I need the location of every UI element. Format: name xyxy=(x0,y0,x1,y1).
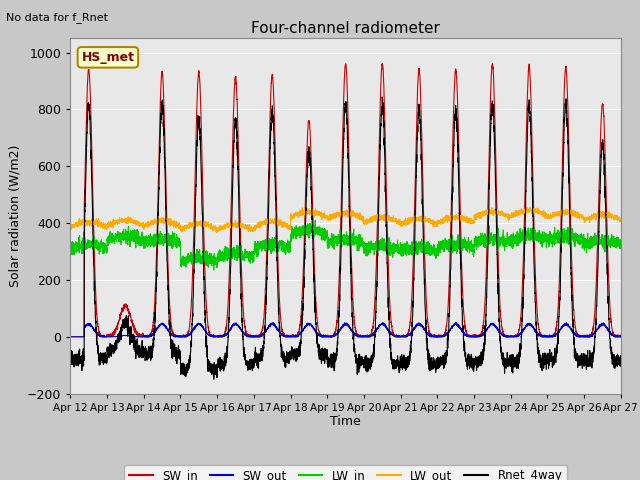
Line: SW_out: SW_out xyxy=(70,323,621,337)
Line: Rnet_4way: Rnet_4way xyxy=(70,97,621,379)
Rnet_4way xyxy=(378,94,386,100)
SW_out xyxy=(325,334,333,339)
LW_in xyxy=(617,240,625,246)
LW_in xyxy=(67,239,74,245)
SW_out xyxy=(500,332,508,338)
LW_out xyxy=(500,212,508,217)
LW_out xyxy=(438,221,446,227)
SW_out xyxy=(616,334,624,340)
LW_in xyxy=(166,240,173,245)
Rnet_4way xyxy=(616,359,624,365)
Rnet_4way xyxy=(500,358,508,364)
Line: LW_out: LW_out xyxy=(70,207,621,233)
SW_in xyxy=(469,334,477,340)
LW_out xyxy=(166,218,173,224)
SW_in xyxy=(616,334,624,340)
LW_in xyxy=(616,242,624,248)
SW_in xyxy=(166,295,173,301)
SW_out xyxy=(452,320,460,325)
Rnet_4way xyxy=(67,348,74,354)
LW_out xyxy=(526,204,534,210)
LW_out xyxy=(325,216,333,222)
LW_in xyxy=(439,240,447,246)
SW_out xyxy=(617,334,625,340)
SW_in xyxy=(325,334,333,339)
LW_out xyxy=(469,218,477,224)
LW_in xyxy=(325,239,333,245)
LW_out xyxy=(212,230,220,236)
Rnet_4way xyxy=(617,355,625,361)
LW_in xyxy=(469,242,477,248)
X-axis label: Time: Time xyxy=(330,415,361,429)
SW_in xyxy=(617,332,625,338)
SW_out xyxy=(166,329,173,335)
Rnet_4way xyxy=(210,376,218,382)
LW_out xyxy=(617,217,625,223)
SW_in xyxy=(67,334,74,340)
LW_out xyxy=(67,225,74,230)
SW_out xyxy=(438,333,446,338)
Rnet_4way xyxy=(325,362,333,368)
LW_out xyxy=(616,216,624,222)
Title: Four-channel radiometer: Four-channel radiometer xyxy=(251,21,440,36)
Line: SW_in: SW_in xyxy=(70,63,621,337)
Text: HS_met: HS_met xyxy=(81,51,134,64)
Y-axis label: Solar radiation (W/m2): Solar radiation (W/m2) xyxy=(8,145,22,287)
Legend: SW_in, SW_out, LW_in, LW_out, Rnet_4way: SW_in, SW_out, LW_in, LW_out, Rnet_4way xyxy=(124,465,567,480)
SW_in xyxy=(488,60,496,66)
Rnet_4way xyxy=(439,357,447,363)
Text: No data for f_Rnet: No data for f_Rnet xyxy=(6,12,108,23)
SW_out xyxy=(67,334,74,340)
LW_in xyxy=(500,238,508,244)
Rnet_4way xyxy=(469,356,477,361)
SW_in xyxy=(500,334,508,339)
Rnet_4way xyxy=(166,322,173,328)
SW_out xyxy=(469,334,477,340)
SW_in xyxy=(438,333,446,339)
LW_in xyxy=(210,267,218,273)
LW_in xyxy=(312,217,319,223)
Line: LW_in: LW_in xyxy=(70,220,621,270)
